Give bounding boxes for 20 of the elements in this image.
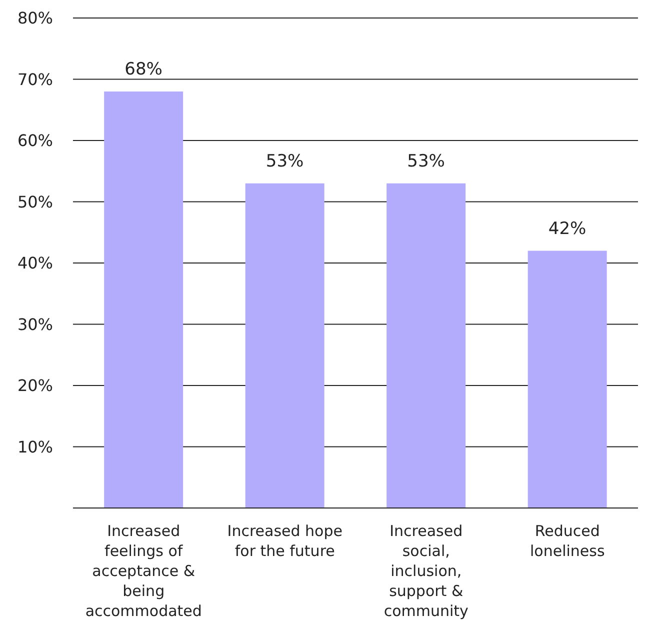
y-tick-label: 70%	[17, 70, 53, 89]
x-tick-label: Increased feelings of acceptance & being accommodated	[85, 522, 202, 620]
bar	[104, 92, 184, 508]
y-tick-label: 80%	[17, 8, 53, 28]
bar	[386, 183, 466, 508]
y-tick-label: 50%	[17, 192, 53, 212]
bar	[245, 183, 324, 508]
y-tick-label: 40%	[17, 254, 53, 273]
bar	[528, 250, 607, 508]
data-label: 53%	[266, 151, 304, 172]
data-label: 68%	[124, 60, 162, 80]
x-tick-label: Reduced loneliness	[530, 522, 605, 560]
x-tick-label: Increased social, inclusion, support & community	[384, 522, 469, 620]
y-tick-label: 60%	[17, 131, 53, 150]
x-tick-label: Increased hope for the future	[227, 522, 342, 560]
y-tick-label: 20%	[17, 376, 53, 396]
data-label: 42%	[548, 218, 586, 239]
y-tick-label: 10%	[17, 437, 53, 456]
y-tick-label: 30%	[17, 314, 53, 334]
data-label: 53%	[407, 151, 445, 172]
